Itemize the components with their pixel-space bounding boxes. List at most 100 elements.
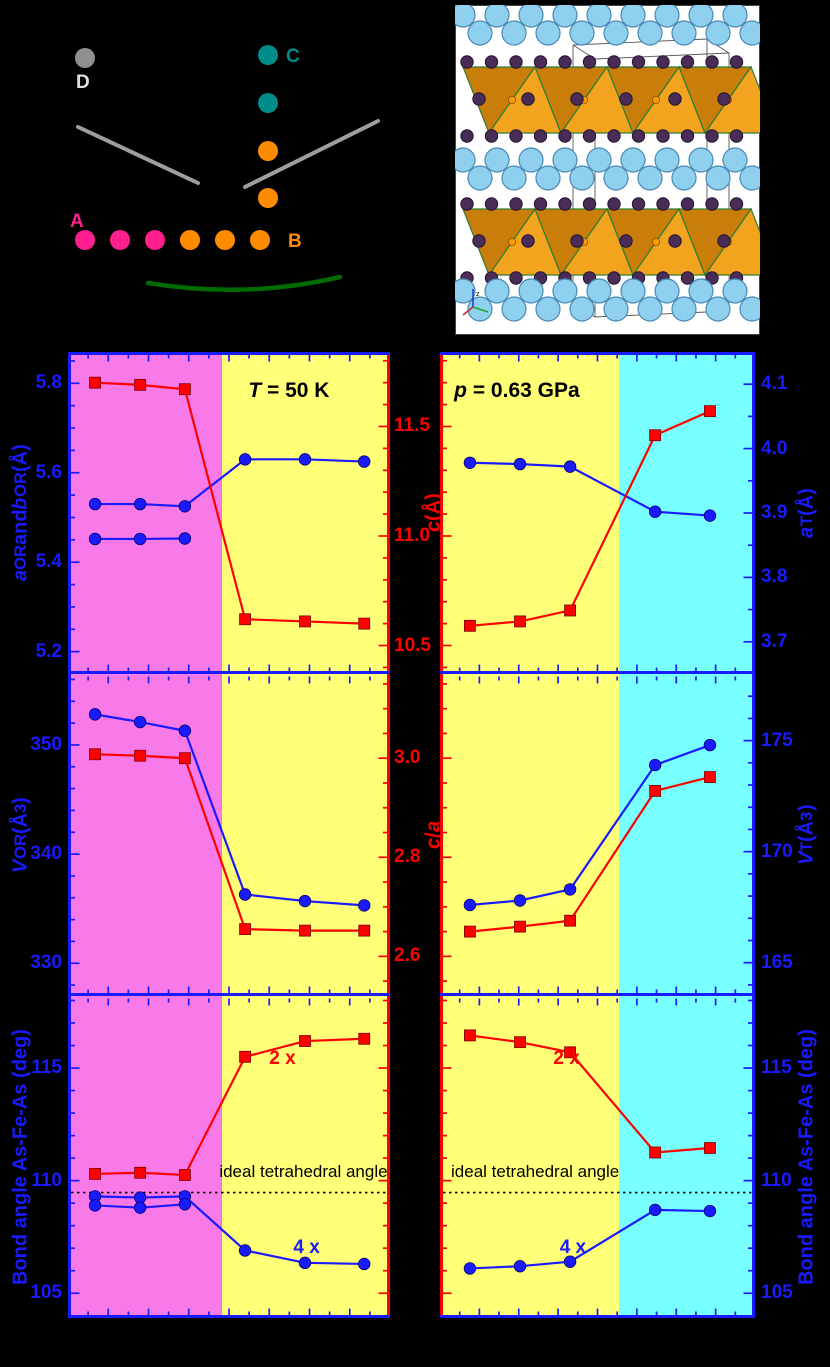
c-axis-line bbox=[94, 381, 365, 625]
angle-2x-point bbox=[514, 1036, 526, 1049]
tick-label: 330 bbox=[30, 952, 62, 974]
c-over-a-point bbox=[178, 752, 191, 765]
a-OR-then-a-tet-point bbox=[358, 455, 371, 468]
angle-2x-point bbox=[649, 1146, 662, 1159]
tick-label: 3.7 bbox=[761, 630, 788, 652]
ca-atom bbox=[603, 296, 629, 322]
as-atom bbox=[484, 129, 499, 143]
a-T-point bbox=[463, 456, 477, 469]
tick-label: 4.1 bbox=[761, 373, 788, 395]
c-axis-point bbox=[358, 617, 371, 630]
ca-atom bbox=[586, 5, 612, 28]
axis-label-bond-angle-right: Bond angle As-Fe-As (deg) bbox=[795, 1029, 818, 1285]
as-atom bbox=[631, 129, 646, 143]
ca-atom bbox=[586, 278, 612, 304]
axis-z-label: z bbox=[476, 291, 480, 298]
ca-atom bbox=[484, 278, 510, 304]
tick-label: 11.0 bbox=[394, 525, 430, 546]
tick-label: 11.5 bbox=[394, 415, 430, 437]
as-atom bbox=[656, 197, 670, 211]
bond-angles-vs-pressure-plot bbox=[68, 996, 390, 1318]
as-atom bbox=[472, 92, 486, 106]
as-atom bbox=[656, 129, 670, 143]
angle-2x-point bbox=[464, 1029, 476, 1042]
angle-4x-point bbox=[648, 1203, 662, 1217]
axis-y-arrow bbox=[472, 306, 489, 313]
c-axis-point bbox=[704, 405, 716, 418]
ca-atom bbox=[637, 296, 663, 322]
phase-region-cyan bbox=[619, 996, 755, 1318]
tick-label: 5.4 bbox=[35, 551, 62, 573]
angle-2x-line bbox=[95, 1037, 365, 1177]
c-axis-point bbox=[134, 378, 147, 391]
as-atom bbox=[607, 129, 621, 143]
as-atom bbox=[680, 271, 695, 285]
lattice-a-c-vs-temperature: p = 0.63 GPa bbox=[440, 352, 755, 674]
as-atom bbox=[631, 197, 646, 211]
phase-b-label: B bbox=[288, 231, 302, 252]
angle-2x-point bbox=[299, 1035, 311, 1047]
V-OR-point bbox=[178, 724, 192, 737]
as-atom bbox=[705, 55, 719, 69]
ca-atom bbox=[688, 278, 714, 304]
angle-2x-point bbox=[704, 1142, 716, 1154]
V-T-point bbox=[563, 883, 577, 896]
volume-coa-vs-temperature-plot bbox=[440, 674, 755, 996]
phase-region-yellow bbox=[440, 674, 620, 996]
volume-coa-vs-temperature bbox=[440, 674, 755, 996]
tick-label: 3.8 bbox=[761, 566, 788, 588]
as-atom bbox=[533, 129, 548, 143]
b-OR-point bbox=[133, 532, 147, 546]
as-atom bbox=[668, 234, 682, 248]
ca-atom bbox=[518, 147, 544, 173]
c-axis-point bbox=[464, 619, 476, 632]
V-OR-line bbox=[94, 713, 365, 907]
b-OR-point bbox=[88, 532, 102, 546]
V-OR-point bbox=[238, 888, 252, 901]
ca-atom bbox=[455, 278, 476, 304]
V-OR-point bbox=[88, 708, 102, 721]
as-atom bbox=[705, 129, 719, 143]
volume-coa-vs-pressure bbox=[68, 674, 390, 996]
as-atom bbox=[680, 197, 695, 211]
as-atom bbox=[607, 55, 621, 69]
ca-atom bbox=[518, 278, 544, 304]
V-T-point bbox=[463, 898, 477, 912]
as-atom bbox=[680, 55, 695, 69]
as-atom bbox=[521, 92, 535, 106]
ca-atom bbox=[569, 165, 595, 191]
as-atom bbox=[656, 55, 670, 69]
tick-label: 10.5 bbox=[394, 634, 431, 656]
as-atom bbox=[509, 55, 523, 69]
c-over-a-point bbox=[239, 923, 252, 936]
angle-4x-upper-point bbox=[298, 1256, 312, 1270]
phase-a-label: A bbox=[70, 211, 84, 232]
c-over-a-point bbox=[649, 785, 662, 797]
fe-atom bbox=[651, 237, 660, 246]
axis-label-bond-angle-left: Bond angle As-Fe-As (deg) bbox=[9, 1029, 32, 1285]
phase-diagram-schematic: D C A B bbox=[70, 45, 380, 292]
ca-atom bbox=[484, 147, 510, 173]
phase-b-dot bbox=[258, 188, 278, 208]
as-atom bbox=[460, 197, 474, 211]
tick-label: 110 bbox=[761, 1169, 792, 1191]
phase-region-magenta bbox=[68, 674, 222, 996]
phase-a-dot bbox=[75, 230, 95, 250]
phase-c-dot bbox=[258, 45, 278, 65]
a-T-point bbox=[563, 460, 577, 473]
ca-atom bbox=[620, 5, 646, 28]
as-atom bbox=[558, 55, 572, 69]
c-axis-point bbox=[299, 615, 311, 628]
as-atom bbox=[729, 129, 744, 143]
fe-atom bbox=[508, 237, 517, 246]
ca-atom bbox=[705, 296, 731, 322]
ca-atom bbox=[705, 20, 731, 46]
a-OR-then-a-tet-line bbox=[95, 458, 365, 508]
axis-x-arrow bbox=[462, 306, 474, 316]
volume-coa-vs-pressure-plot bbox=[68, 674, 390, 996]
c-axis-point bbox=[239, 613, 252, 626]
angle-4x-lower-point bbox=[88, 1199, 102, 1212]
V-OR-point bbox=[298, 894, 312, 908]
